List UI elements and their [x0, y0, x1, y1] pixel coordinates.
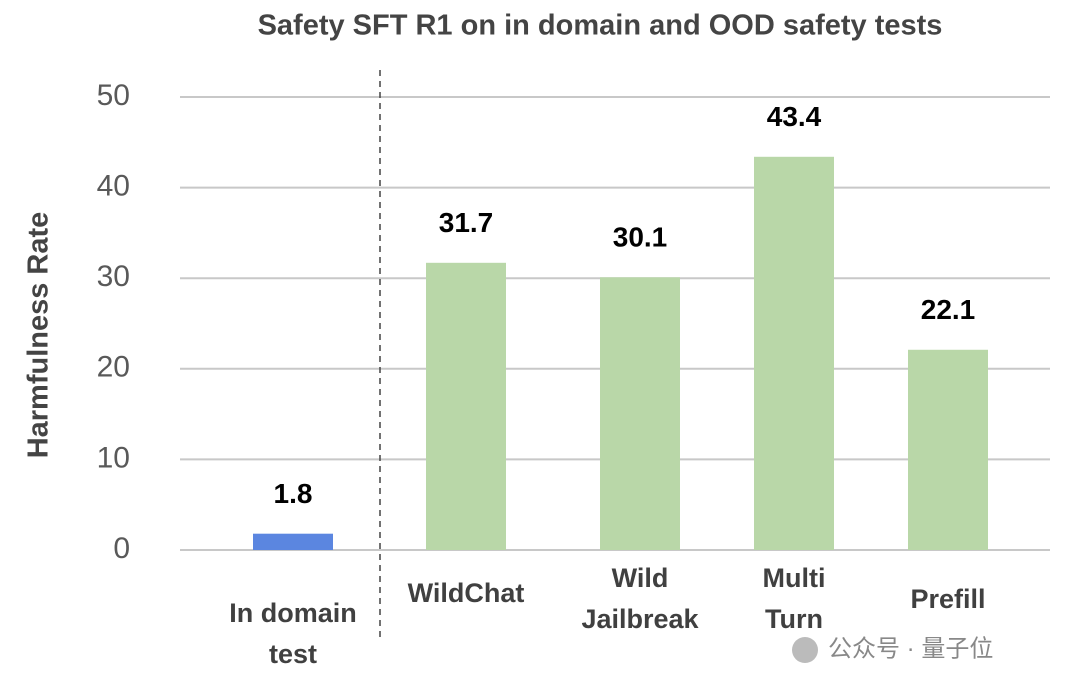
y-tick-label: 30	[97, 260, 130, 293]
x-tick-label: Multi	[763, 563, 826, 593]
value-label: 30.1	[613, 222, 668, 253]
y-tick-label: 50	[97, 79, 130, 112]
chart-title: Safety SFT R1 on in domain and OOD safet…	[258, 10, 943, 42]
watermark-icon	[792, 637, 818, 663]
x-tick-label: Jailbreak	[581, 604, 699, 634]
watermark: 公众号 · 量子位	[828, 635, 993, 662]
x-tick-label: Wild	[612, 563, 669, 593]
bar	[754, 156, 834, 550]
y-tick-label: 40	[97, 170, 130, 203]
x-tick-label: test	[269, 639, 317, 669]
value-label: 22.1	[921, 294, 976, 325]
x-tick-label: Turn	[765, 604, 823, 634]
x-tick-label: Prefill	[910, 584, 985, 614]
y-tick-label: 0	[113, 532, 130, 565]
bar	[600, 277, 680, 550]
value-label: 43.4	[767, 101, 822, 132]
bar	[426, 262, 506, 550]
bar	[253, 533, 333, 550]
x-tick-label: In domain	[229, 598, 357, 628]
value-label: 1.8	[274, 478, 313, 509]
y-axis-label: Harmfulness Rate	[23, 212, 55, 459]
value-label: 31.7	[439, 207, 494, 238]
bar	[908, 349, 988, 550]
y-tick-label: 20	[97, 351, 130, 384]
y-tick-label: 10	[97, 441, 130, 474]
x-tick-label: WildChat	[408, 578, 525, 608]
